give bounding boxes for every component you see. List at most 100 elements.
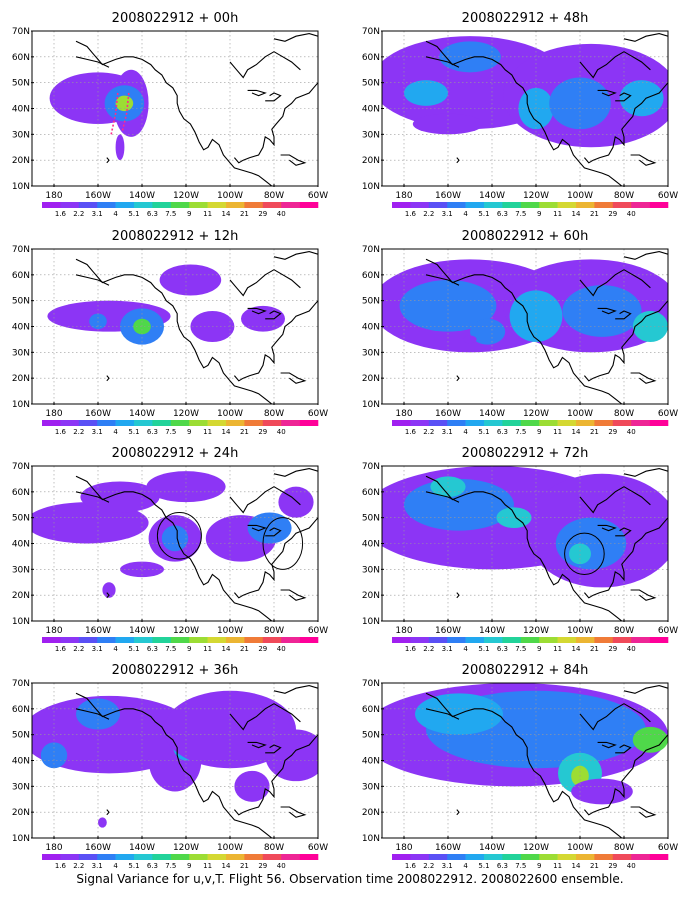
y-tick-label: 10N [12, 617, 30, 627]
colorbar-label: 2.2 [423, 862, 434, 870]
y-tick-label: 40N [12, 105, 30, 115]
coastline [425, 40, 623, 186]
colorbar-label: 6.3 [497, 210, 508, 218]
colorbar: 1.6 2.2 3.1 4 5.1 6.3 7.5 9 11 14 21 29 40 [42, 854, 319, 870]
colorbar-label: 1.6 [405, 645, 417, 653]
colorbar-label: 3.1 [442, 645, 453, 653]
coastline [75, 708, 110, 720]
coastline [456, 592, 460, 599]
colorbar-label: 9 [187, 862, 191, 870]
coastlines [425, 685, 668, 838]
x-tick-label: 160W [435, 409, 461, 419]
x-tick-label: 120W [173, 626, 199, 636]
colorbar-label: 21 [240, 428, 249, 436]
coastline [425, 56, 460, 68]
coastline [280, 806, 307, 818]
coastline [425, 708, 460, 720]
x-tick-label: 140W [129, 626, 155, 636]
y-tick-label: 10N [12, 182, 30, 192]
colorbar-swatch [281, 420, 300, 426]
colorbar-label: 21 [590, 210, 599, 218]
y-tick-label: 30N [12, 782, 30, 792]
variance-region [632, 726, 668, 753]
colorbar-label: 4 [463, 428, 468, 436]
panel-title: 2008022912 + 48h [462, 11, 589, 26]
colorbar-swatch [299, 854, 319, 860]
colorbar-label: 21 [590, 428, 599, 436]
colorbar-label: 6.3 [497, 428, 508, 436]
colorbar-label: 40 [277, 428, 286, 436]
colorbar-swatch [576, 420, 595, 426]
coastline [233, 82, 318, 164]
coastline [233, 517, 318, 599]
coastline [229, 486, 301, 514]
x-tick-label: 80W [614, 409, 634, 419]
colorbar-swatch [170, 420, 190, 426]
colorbar-label: 29 [608, 210, 617, 218]
colorbar-swatch [557, 202, 577, 208]
colorbar-label: 5.1 [128, 862, 139, 870]
coastline [265, 744, 282, 754]
colorbar-label: 1.6 [55, 210, 67, 218]
colorbar-label: 6.3 [147, 428, 158, 436]
colorbar-swatch [189, 420, 208, 426]
coastlines [425, 468, 668, 621]
colorbar-swatch [281, 637, 300, 643]
x-tick-label: 180 [395, 626, 412, 636]
colorbar-swatch [189, 637, 208, 643]
colorbar-label: 9 [537, 862, 541, 870]
colorbar-swatch [78, 637, 98, 643]
y-tick-label: 10N [12, 834, 30, 844]
coastline [425, 491, 460, 503]
coastline [583, 300, 668, 382]
variance-region [463, 335, 477, 344]
y-tick-label: 30N [12, 130, 30, 140]
colorbar-swatch [115, 854, 135, 860]
colorbar: 1.6 2.2 3.1 4 5.1 6.3 7.5 9 11 14 21 29 40 [42, 420, 319, 436]
colorbar-swatch [60, 854, 80, 860]
x-tick-label: 140W [479, 191, 505, 201]
x-tick-label: 60W [658, 843, 678, 853]
colorbar-swatch [539, 637, 558, 643]
y-tick-label: 10N [362, 400, 380, 410]
colorbar-label: 6.3 [147, 862, 158, 870]
coastline [229, 51, 301, 79]
colorbar-label: 14 [222, 210, 231, 218]
x-tick-label: 100W [567, 843, 593, 853]
colorbar-label: 14 [222, 645, 231, 653]
x-tick-label: 160W [435, 191, 461, 201]
map-panel-00h: 2008022912 + 00h 10N 20N 30N 40N 50N 60N 70N 180… [12, 11, 328, 218]
y-tick-label: 60N [12, 488, 30, 498]
x-tick-label: 60W [308, 626, 328, 636]
variance-field [47, 264, 285, 345]
colorbar-label: 2.2 [423, 645, 434, 653]
colorbar-swatch [42, 420, 61, 426]
x-tick-label: 180 [45, 191, 62, 201]
colorbar-label: 3.1 [442, 428, 453, 436]
colorbar-label: 9 [187, 210, 191, 218]
x-tick-label: 100W [217, 843, 243, 853]
variance-region [241, 305, 285, 332]
y-tick-label: 40N [362, 105, 380, 115]
colorbar-swatch [594, 854, 614, 860]
variance-field [382, 259, 668, 353]
y-tick-label: 20N [12, 808, 30, 818]
colorbar-swatch [134, 202, 153, 208]
colorbar-swatch [557, 420, 577, 426]
colorbar-swatch [152, 420, 172, 426]
variance-region [509, 290, 563, 342]
coastline [623, 251, 668, 260]
coastline [630, 589, 657, 601]
target-circle [262, 517, 304, 570]
colorbar: 1.6 2.2 3.1 4 5.1 6.3 7.5 9 11 14 21 29 40 [392, 854, 669, 870]
colorbar-label: 21 [590, 862, 599, 870]
coastline [229, 269, 301, 297]
colorbar-swatch [78, 854, 98, 860]
colorbar-swatch [649, 420, 669, 426]
colorbar-label: 29 [258, 428, 267, 436]
x-tick-label: 160W [85, 843, 111, 853]
colorbar-swatch [170, 202, 190, 208]
colorbar-swatch [244, 637, 264, 643]
colorbar-label: 11 [203, 210, 212, 218]
colorbar-swatch [226, 202, 245, 208]
